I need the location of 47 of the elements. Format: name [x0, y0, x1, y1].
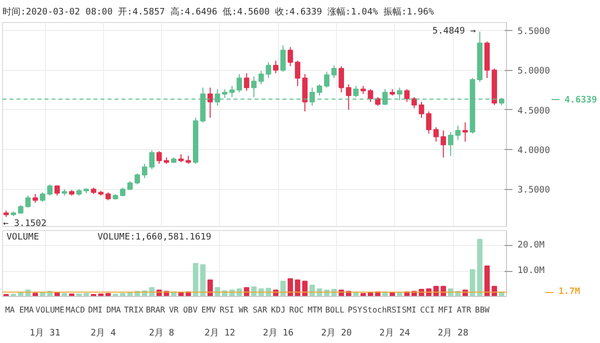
y-tick-label: 5.5000: [518, 26, 550, 37]
annotation: ← 3.1502: [3, 218, 47, 229]
x-tick-label: 2月 12: [204, 328, 236, 338]
text: TRIX: [124, 306, 144, 314]
y-tick-label: 5.0000: [518, 66, 550, 77]
annotation: 5.4849 →: [432, 26, 476, 37]
text: ROC: [289, 306, 304, 314]
text: BOLL: [325, 306, 345, 314]
annotation: VOLUME:1,660,581.1619: [98, 232, 212, 242]
text: PSY: [348, 306, 362, 314]
x-tick-label: 2月 28: [438, 328, 468, 338]
text: VOLUME: [36, 306, 65, 314]
text: BRAR: [146, 306, 166, 314]
y-tick-label: 4.5000: [518, 106, 550, 116]
y-tick-label: 4.0000: [518, 146, 550, 156]
annotation: VOLUME: [6, 232, 40, 242]
x-tick-label: 2月 4: [90, 328, 116, 338]
y-tick-label: 3.5000: [518, 186, 550, 196]
text: MFI: [438, 306, 454, 314]
x-tick-label: 2月 20: [321, 328, 352, 338]
ref-line-label: 1.7M: [558, 287, 581, 298]
x-tick-label: 2月 24: [379, 328, 410, 338]
text: SMI: [402, 306, 416, 314]
text: OBV: [183, 306, 198, 314]
text: CCI: [420, 306, 435, 314]
text: BBW: [475, 306, 490, 314]
text: MACD: [66, 306, 86, 314]
x-tick-label: 2月 8: [148, 328, 174, 338]
text: DMA: [106, 306, 122, 314]
ref-line-label: 4.6339: [564, 96, 598, 106]
y-tick-label: 10.0M: [518, 266, 546, 276]
text: WR: [238, 306, 248, 314]
chart-title: 时间:2020-03-02 08:00 开:4.5857 高:4.6496 低:4.5600 收:4.6339 涨幅:1.04% 振幅:1.96%: [2, 6, 434, 18]
text: VR: [168, 306, 179, 314]
text: DMI: [88, 306, 103, 314]
x-tick-label: 1月 31: [30, 328, 60, 338]
text: StochRSI: [362, 306, 402, 314]
text: RSI: [220, 306, 234, 314]
text: MA: [5, 306, 15, 314]
y-tick-label: 20.0M: [518, 240, 546, 251]
x-tick-label: 2月 16: [262, 328, 294, 338]
text: ATR: [456, 306, 472, 314]
text: SAR: [252, 306, 268, 314]
text: KDJ: [271, 306, 286, 314]
text: MTM: [308, 306, 322, 314]
text: EMV: [201, 306, 216, 314]
text: EMA: [19, 306, 34, 314]
